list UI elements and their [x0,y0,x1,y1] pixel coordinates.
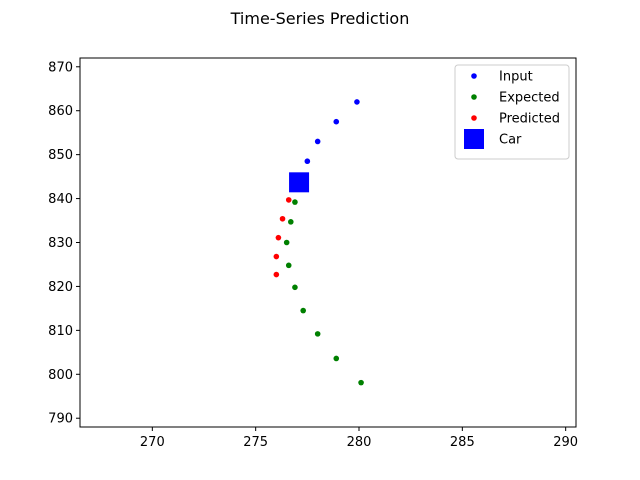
legend-expected-label: Expected [499,91,560,106]
input-point [314,138,321,145]
expected-point [300,307,307,314]
expected-point [333,355,340,362]
axes: 270 275 280 285 290 790 800 810 820 830 840 850 860 8… [48,60,578,450]
expected-point [292,199,298,205]
plot-area [273,99,364,386]
legend-car-marker [464,129,484,149]
x-tick-label: 280 [347,435,372,450]
input-point [333,118,340,125]
chart-title: Time-Series Prediction [230,9,410,28]
expected-point [288,219,294,225]
expected-point [292,284,298,291]
expected-point [358,379,364,386]
y-tick-label: 860 [48,104,73,119]
y-tick-label: 810 [48,324,73,339]
legend-input-marker [471,73,477,79]
expected-point [314,331,321,337]
y-tick-label: 820 [48,280,73,295]
expected-point [285,262,292,269]
x-tick-label: 285 [450,435,475,450]
predicted-point [273,271,280,278]
x-tick-label: 290 [553,435,578,450]
y-tick-label: 800 [48,368,73,383]
y-tick-label: 870 [48,60,73,75]
legend-car-label: Car [499,133,522,148]
legend: Input Expected Predicted Car [454,64,570,160]
predicted-point [279,215,286,222]
legend-expected-marker [471,94,477,100]
legend-predicted-label: Predicted [499,112,560,127]
car-marker [289,172,310,193]
input-point [354,99,360,105]
y-tick-label: 840 [48,192,73,207]
legend-predicted-marker [471,115,477,121]
y-tick-label: 790 [48,412,73,427]
x-tick-label: 270 [140,435,165,450]
y-tick-label: 850 [48,148,73,163]
x-tick-label: 275 [243,435,268,450]
predicted-point [285,197,292,203]
y-tick-label: 830 [48,236,73,251]
legend-input-label: Input [499,70,533,85]
predicted-point [273,253,280,260]
expected-point [283,239,290,246]
input-point [304,158,311,165]
predicted-point [275,234,282,241]
